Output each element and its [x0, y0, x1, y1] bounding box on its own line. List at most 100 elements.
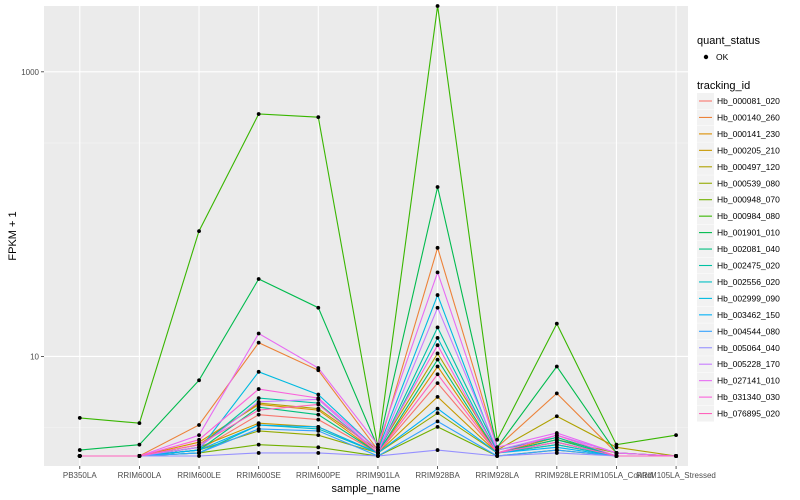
data-point-Hb_003462_150 — [256, 423, 261, 427]
data-point-Hb_000081_020 — [316, 417, 321, 422]
data-point-Hb_001901_010 — [77, 448, 82, 452]
data-point-Hb_005228_170 — [495, 448, 500, 452]
data-point-Hb_000140_260 — [197, 423, 201, 427]
minor-gridlines — [44, 142, 688, 428]
data-point-Hb_000984_080 — [435, 4, 440, 8]
data-point-Hb_027141_010 — [197, 433, 201, 438]
data-point-Hb_003462_150 — [197, 448, 201, 452]
data-point-Hb_000984_080 — [495, 437, 500, 442]
data-point-Hb_001901_010 — [197, 378, 201, 383]
data-point-Hb_031340_030 — [197, 437, 201, 442]
legend-label-hb_000948_070: Hb_000948_070 — [717, 195, 780, 205]
data-point-Hb_004544_080 — [316, 428, 321, 433]
data-point-Hb_002999_090 — [256, 369, 261, 374]
legend-label-hb_002081_040: Hb_002081_040 — [717, 244, 780, 254]
color-legend-title: tracking_id — [697, 80, 750, 92]
legend-label-hb_005228_170: Hb_005228_170 — [717, 359, 780, 369]
data-point-Hb_000948_070 — [435, 425, 440, 429]
data-point-Hb_027141_010 — [614, 451, 619, 455]
data-point-Hb_076895_020 — [137, 454, 142, 458]
y-axis-title: FPKM + 1 — [7, 211, 19, 260]
legend-label-hb_000539_080: Hb_000539_080 — [717, 178, 780, 188]
color-legend-items: Hb_000081_020 Hb_000140_260 Hb_000141_230 H… — [697, 93, 780, 422]
legend-label-hb_002999_090: Hb_002999_090 — [717, 293, 780, 303]
data-point-Hb_000984_080 — [197, 229, 201, 234]
data-point-Hb_004544_080 — [256, 426, 261, 431]
data-point-Hb_031340_030 — [376, 448, 380, 452]
data-point-Hb_000984_080 — [614, 442, 619, 447]
data-point-Hb_003462_150 — [554, 445, 559, 450]
data-point-Hb_000497_120 — [554, 414, 559, 419]
series-points — [77, 4, 678, 458]
legend-label-hb_002556_020: Hb_002556_020 — [717, 277, 780, 287]
legend-label-hb_000205_210: Hb_000205_210 — [717, 145, 780, 155]
data-point-Hb_000984_080 — [674, 433, 678, 438]
x-tick-label: RRIM600PE — [296, 471, 340, 480]
data-point-Hb_005228_170 — [197, 445, 201, 450]
data-point-Hb_000539_080 — [435, 411, 440, 416]
x-tick-label: RRIM928LA — [475, 471, 519, 480]
data-point-Hb_004544_080 — [554, 448, 559, 452]
data-point-Hb_002475_020 — [256, 396, 261, 400]
data-point-Hb_002081_040 — [435, 357, 440, 362]
x-tick-label: PB350LA — [63, 471, 97, 480]
data-point-Hb_076895_020 — [77, 454, 82, 458]
data-point-Hb_027141_010 — [376, 442, 380, 447]
data-point-Hb_000081_020 — [435, 381, 440, 385]
data-point-Hb_031340_030 — [256, 387, 261, 391]
legend-label-hb_000497_120: Hb_000497_120 — [717, 162, 780, 172]
data-point-Hb_000140_260 — [435, 245, 440, 250]
shape-legend-label-ok: OK — [716, 52, 729, 62]
x-tick-label: RRIM105LA_Control — [580, 471, 654, 480]
data-point-Hb_000497_120 — [614, 445, 619, 450]
data-point-Hb_004544_080 — [197, 451, 201, 455]
data-point-Hb_000984_080 — [554, 321, 559, 326]
data-point-Hb_000140_260 — [256, 340, 261, 345]
data-point-Hb_001901_010 — [435, 185, 440, 189]
data-point-Hb_027141_010 — [256, 331, 261, 336]
data-point-Hb_031340_030 — [435, 343, 440, 348]
data-point-Hb_005228_170 — [435, 305, 440, 310]
shape-legend-key-ok — [703, 54, 709, 60]
data-point-Hb_005064_040 — [376, 454, 380, 458]
data-point-Hb_000081_020 — [256, 412, 261, 417]
data-point-Hb_031340_030 — [316, 396, 321, 400]
data-point-Hb_000984_080 — [77, 416, 82, 420]
data-point-Hb_000205_210 — [435, 394, 440, 399]
legend-label-hb_031340_030: Hb_031340_030 — [717, 392, 780, 402]
data-point-Hb_005064_040 — [554, 451, 559, 455]
data-point-Hb_027141_010 — [435, 270, 440, 275]
panel-background — [44, 6, 688, 466]
data-point-Hb_005064_040 — [316, 451, 321, 455]
data-point-Hb_000948_070 — [256, 442, 261, 447]
x-tick-label: RRIM600LE — [177, 471, 221, 480]
data-point-Hb_001901_010 — [137, 442, 142, 447]
x-tick-label: RRIM600SE — [236, 471, 280, 480]
data-point-Hb_005064_040 — [435, 448, 440, 452]
data-point-Hb_000141_230 — [435, 364, 440, 369]
data-point-Hb_002999_090 — [316, 392, 321, 397]
data-point-Hb_000539_080 — [316, 433, 321, 438]
data-point-Hb_005064_040 — [197, 454, 201, 458]
data-point-Hb_001901_010 — [554, 364, 559, 369]
legend-label-hb_002475_020: Hb_002475_020 — [717, 261, 780, 271]
data-point-Hb_000497_120 — [435, 351, 440, 356]
legend-label-hb_027141_010: Hb_027141_010 — [717, 376, 780, 386]
major-gridlines — [44, 6, 688, 466]
data-point-Hb_002081_040 — [316, 412, 321, 417]
data-point-Hb_000497_120 — [316, 406, 321, 411]
legend-label-hb_076895_020: Hb_076895_020 — [717, 409, 780, 419]
data-point-Hb_002556_020 — [435, 336, 440, 340]
x-tick-label: RRIM928LE — [535, 471, 579, 480]
data-point-Hb_076895_020 — [256, 408, 261, 412]
data-point-Hb_031340_030 — [554, 433, 559, 438]
data-point-Hb_076895_020 — [554, 440, 559, 445]
legend-label-hb_000141_230: Hb_000141_230 — [717, 129, 780, 139]
data-point-Hb_076895_020 — [435, 372, 440, 377]
data-point-Hb_076895_020 — [674, 454, 678, 458]
x-tick-label: RRIM600LA — [118, 471, 162, 480]
data-point-Hb_005228_170 — [256, 399, 261, 404]
data-point-Hb_027141_010 — [316, 366, 321, 370]
legend-label-hb_005064_040: Hb_005064_040 — [717, 343, 780, 353]
